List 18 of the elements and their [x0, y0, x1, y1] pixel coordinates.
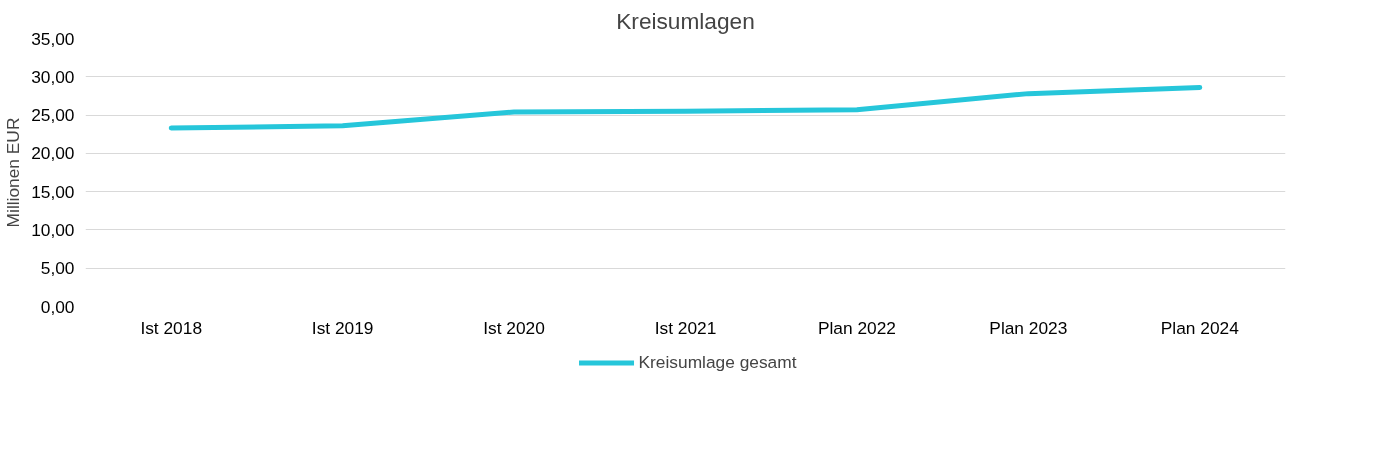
x-tick-label: Plan 2023 [989, 317, 1068, 338]
y-tick-label: 15,00 [31, 181, 75, 202]
y-tick-label: 30,00 [31, 66, 75, 87]
y-tick-label: 35,00 [31, 28, 75, 49]
x-tick-label: Plan 2022 [817, 317, 896, 338]
y-tick-label: 5,00 [40, 258, 75, 279]
y-tick-label: 20,00 [31, 143, 75, 164]
x-tick-label: Ist 2021 [654, 317, 717, 338]
y-tick-label: 25,00 [31, 105, 75, 126]
legend-label: Kreisumlage gesamt [638, 351, 797, 373]
x-tick-label: Ist 2020 [483, 317, 545, 338]
chart-title: Kreisumlagen [616, 7, 755, 34]
x-tick-label: Ist 2019 [311, 317, 374, 338]
x-tick-label: Plan 2024 [1160, 317, 1240, 338]
y-tick-label: 10,00 [31, 219, 75, 240]
x-tick-label: Ist 2018 [140, 317, 203, 338]
y-axis-title: Millionen EUR [3, 117, 24, 228]
y-tick-label: 0,00 [40, 296, 75, 317]
